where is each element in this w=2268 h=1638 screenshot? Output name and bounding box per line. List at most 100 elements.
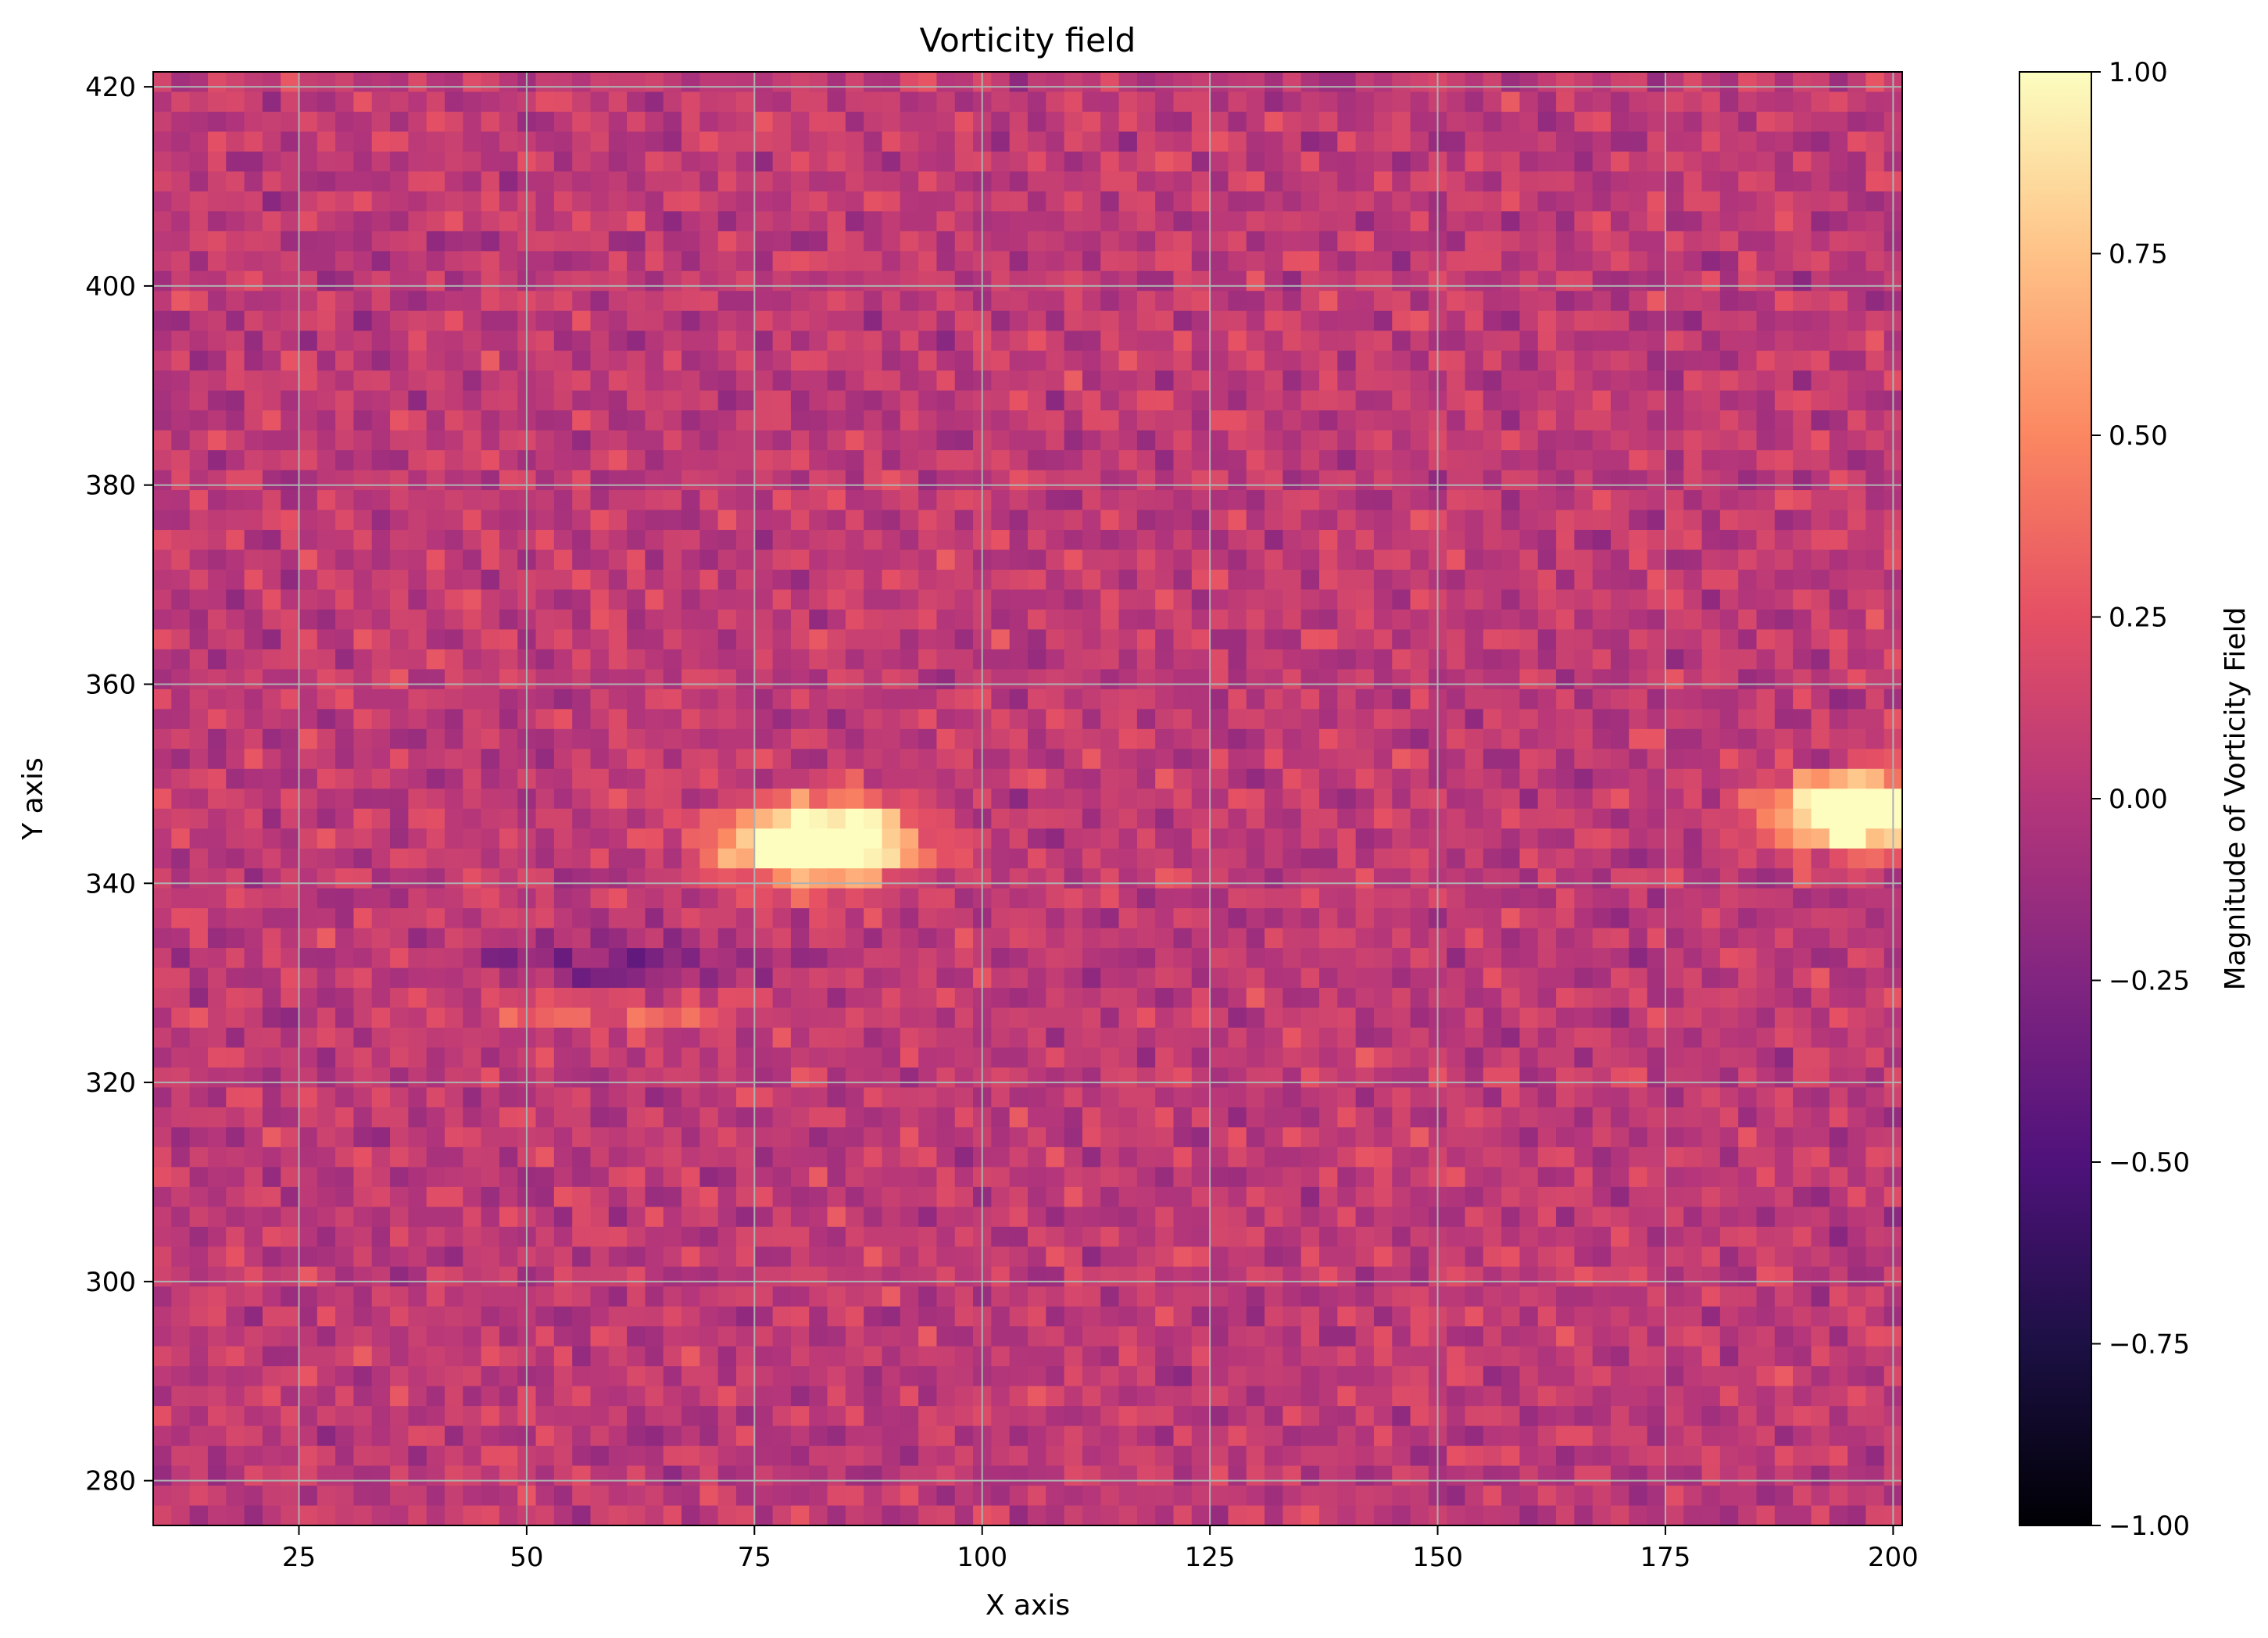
heatmap-cell [1866, 728, 1885, 749]
heatmap-cell [1191, 549, 1211, 570]
heatmap-cell [1683, 908, 1703, 929]
heatmap-cell [1210, 789, 1229, 810]
heatmap-cell [226, 988, 245, 1009]
heatmap-cell [1447, 231, 1466, 252]
heatmap-cell [1028, 231, 1046, 252]
heatmap-cell [572, 1028, 592, 1049]
heatmap-cell [627, 928, 646, 949]
heatmap-cell [809, 629, 828, 650]
heatmap-cell [1683, 72, 1703, 93]
heatmap-cell [1829, 808, 1848, 829]
heatmap-cell [681, 589, 700, 610]
heatmap-cell [1719, 270, 1739, 291]
heatmap-cell [572, 191, 592, 212]
heatmap-cell [1337, 1047, 1357, 1068]
heatmap-cell [1701, 749, 1721, 770]
heatmap-cell [390, 1087, 409, 1108]
heatmap-cell [954, 111, 974, 133]
heatmap-cell [371, 649, 391, 670]
heatmap-cell [207, 91, 227, 113]
heatmap-cell [317, 211, 336, 232]
heatmap-cell [262, 549, 281, 570]
heatmap-cell [645, 211, 664, 232]
heatmap-cell [918, 1047, 938, 1068]
heatmap-cell [371, 789, 391, 810]
heatmap-cell [426, 171, 445, 192]
heatmap-cell [335, 211, 355, 232]
heatmap-cell [1337, 331, 1357, 352]
heatmap-cell [1136, 669, 1156, 690]
heatmap-cell [1719, 1087, 1739, 1108]
heatmap-cell [499, 848, 518, 869]
heatmap-cell [1300, 350, 1320, 371]
heatmap-cell [1046, 510, 1065, 531]
heatmap-cell [1829, 111, 1848, 133]
heatmap-cell [1848, 151, 1866, 172]
heatmap-cell [1647, 1028, 1666, 1049]
heatmap-cell [1373, 828, 1393, 849]
heatmap-cell [645, 808, 664, 829]
heatmap-cell [1282, 848, 1302, 869]
heatmap-cell [1373, 390, 1393, 411]
heatmap-cell [645, 688, 664, 710]
heatmap-cell [1410, 728, 1429, 749]
heatmap-cell [1337, 191, 1357, 212]
heatmap-cell [772, 688, 792, 710]
heatmap-cell [299, 530, 318, 551]
heatmap-cell [1683, 171, 1703, 192]
heatmap-cell [918, 91, 938, 113]
heatmap-cell [408, 72, 427, 93]
heatmap-cell [1082, 291, 1101, 312]
heatmap-cell [1701, 410, 1721, 431]
heatmap-cell [463, 390, 482, 411]
heatmap-cell [481, 1047, 500, 1068]
heatmap-cell [1537, 1007, 1557, 1028]
heatmap-cell [1629, 470, 1648, 491]
heatmap-cell [1556, 231, 1575, 252]
heatmap-cell [1811, 370, 1830, 392]
heatmap-cell [590, 868, 610, 889]
heatmap-cell [954, 191, 974, 212]
heatmap-cell [1465, 569, 1484, 591]
heatmap-cell [299, 331, 318, 352]
heatmap-cell [1848, 1028, 1866, 1049]
heatmap-cell [1319, 151, 1338, 172]
heatmap-cell [171, 231, 191, 252]
heatmap-cell [772, 191, 792, 212]
heatmap-cell [1373, 908, 1393, 929]
heatmap-cell [1136, 948, 1156, 969]
heatmap-cell [1556, 191, 1575, 212]
heatmap-cell [463, 948, 482, 969]
heatmap-cell [608, 331, 628, 352]
heatmap-cell [189, 908, 209, 929]
heatmap-cell [590, 131, 610, 152]
heatmap-cell [1501, 350, 1521, 371]
heatmap-cell [1355, 848, 1375, 869]
heatmap-cell [1136, 470, 1156, 491]
heatmap-cell [1373, 848, 1393, 869]
heatmap-cell [207, 1087, 227, 1108]
heatmap-cell [1848, 709, 1866, 730]
heatmap-cell [535, 331, 555, 352]
heatmap-cell [445, 828, 463, 849]
heatmap-cell [882, 430, 901, 451]
heatmap-cell [1009, 1047, 1028, 1068]
heatmap-cell [1210, 131, 1229, 152]
heatmap-cell [754, 749, 774, 770]
heatmap-cell [1373, 1067, 1393, 1089]
heatmap-cell [1447, 928, 1466, 949]
heatmap-cell [1337, 808, 1357, 829]
heatmap-cell [754, 728, 774, 749]
heatmap-cell [717, 72, 737, 93]
heatmap-cell [645, 928, 664, 949]
heatmap-cell [299, 928, 318, 949]
heatmap-cell [207, 171, 227, 192]
heatmap-cell [535, 1067, 555, 1089]
heatmap-cell [1592, 1047, 1612, 1068]
heatmap-cell [827, 331, 846, 352]
heatmap-cell [827, 848, 846, 869]
heatmap-cell [1410, 111, 1429, 133]
heatmap-cell [1282, 530, 1302, 551]
heatmap-cell [553, 728, 573, 749]
heatmap-cell [1447, 291, 1466, 312]
